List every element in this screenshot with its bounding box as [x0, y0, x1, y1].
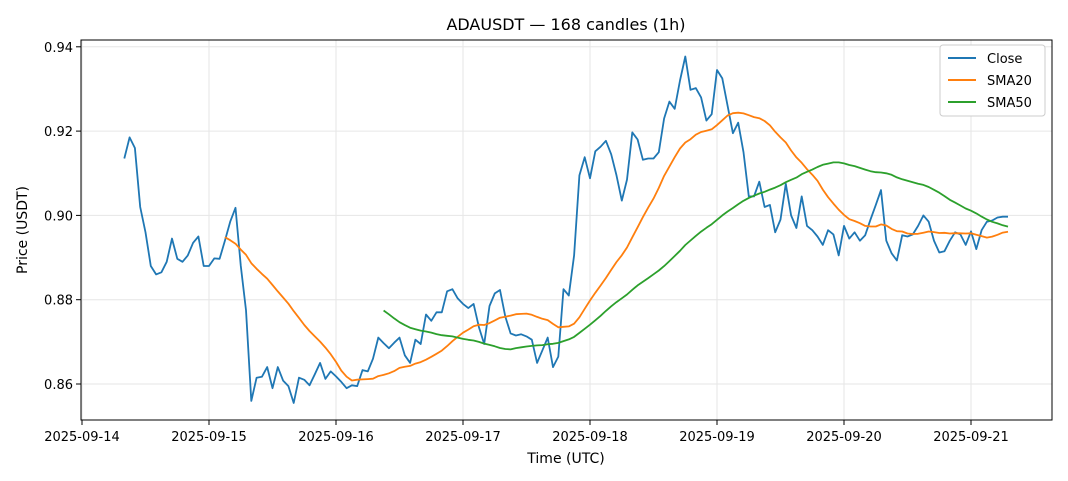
legend-label: Close — [987, 52, 1022, 67]
y-tick-label: 0.88 — [44, 294, 73, 309]
series-line-sma20 — [224, 111, 1009, 382]
legend: Close SMA20 SMA50 — [939, 44, 1046, 117]
x-tick-label: 2025-09-18 — [552, 430, 628, 445]
x-tick-label: 2025-09-20 — [806, 430, 882, 445]
y-tick-label: 0.92 — [44, 125, 73, 140]
y-axis-label: Price (USDT) — [15, 186, 31, 274]
x-axis-label: Time (UTC) — [526, 451, 604, 467]
legend-label: SMA50 — [987, 96, 1032, 111]
series-lines — [123, 55, 1009, 404]
series-line-sma50 — [383, 161, 1009, 351]
x-tick-label: 2025-09-17 — [425, 430, 501, 445]
chart-title: ADAUSDT — 168 candles (1h) — [446, 15, 685, 34]
grid-lines — [81, 40, 1052, 420]
y-tick-label: 0.94 — [44, 41, 73, 56]
y-axis: 0.86 0.88 0.90 0.92 0.94 — [44, 41, 81, 393]
legend-label: SMA20 — [987, 74, 1032, 89]
x-axis: 2025-09-14 2025-09-15 2025-09-16 2025-09-17… — [44, 420, 1009, 445]
plot-frame — [80, 39, 1053, 421]
y-tick-label: 0.90 — [44, 209, 73, 224]
x-tick-label: 2025-09-16 — [298, 430, 374, 445]
x-tick-label: 2025-09-15 — [171, 430, 247, 445]
series-line-close — [123, 55, 1008, 404]
x-tick-label: 2025-09-14 — [44, 430, 120, 445]
x-tick-label: 2025-09-19 — [679, 430, 755, 445]
x-tick-label: 2025-09-21 — [933, 430, 1009, 445]
y-tick-label: 0.86 — [44, 378, 73, 393]
